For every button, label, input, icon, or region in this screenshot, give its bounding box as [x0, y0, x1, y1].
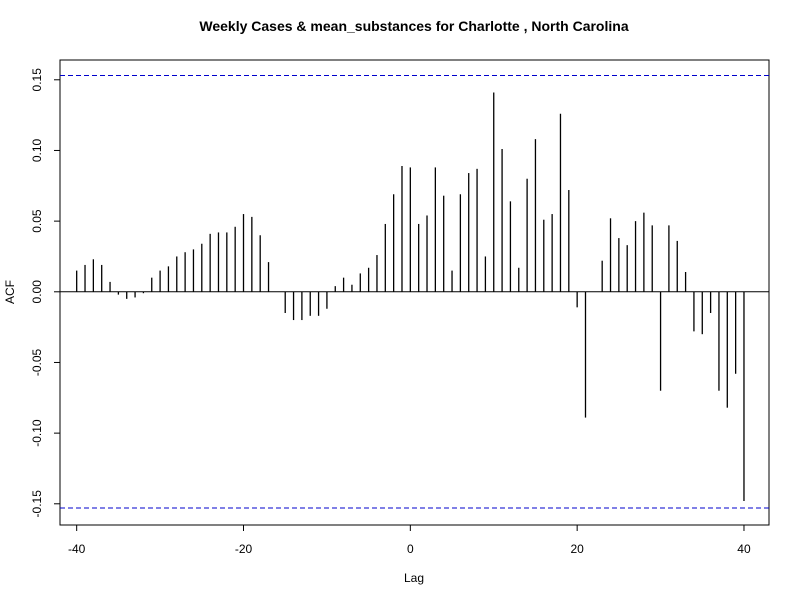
y-axis-label: ACF: [3, 280, 17, 304]
x-axis-label: Lag: [404, 571, 424, 585]
x-tick-label: -40: [68, 542, 86, 556]
x-axis: -40 -20 0 20 40: [68, 524, 751, 556]
x-tick-label: 40: [737, 542, 751, 556]
plot-frame: [59, 59, 770, 526]
acf-bars: [76, 92, 745, 501]
y-tick-label: 0.10: [30, 138, 44, 162]
x-tick-label: -20: [235, 542, 253, 556]
y-tick-label: 0.05: [30, 209, 44, 233]
x-tick-label: 20: [570, 542, 584, 556]
x-tick-label: 0: [407, 542, 414, 556]
chart-title: Weekly Cases & mean_substances for Charl…: [199, 18, 628, 34]
y-tick-label: -0.15: [30, 490, 44, 518]
y-tick-label: 0.00: [30, 280, 44, 304]
y-tick-label: 0.15: [30, 68, 44, 92]
y-tick-label: -0.10: [30, 419, 44, 447]
y-axis: -0.15 -0.10 -0.05 0.00 0.05 0.10 0.15: [30, 68, 61, 518]
y-tick-label: -0.05: [30, 348, 44, 376]
